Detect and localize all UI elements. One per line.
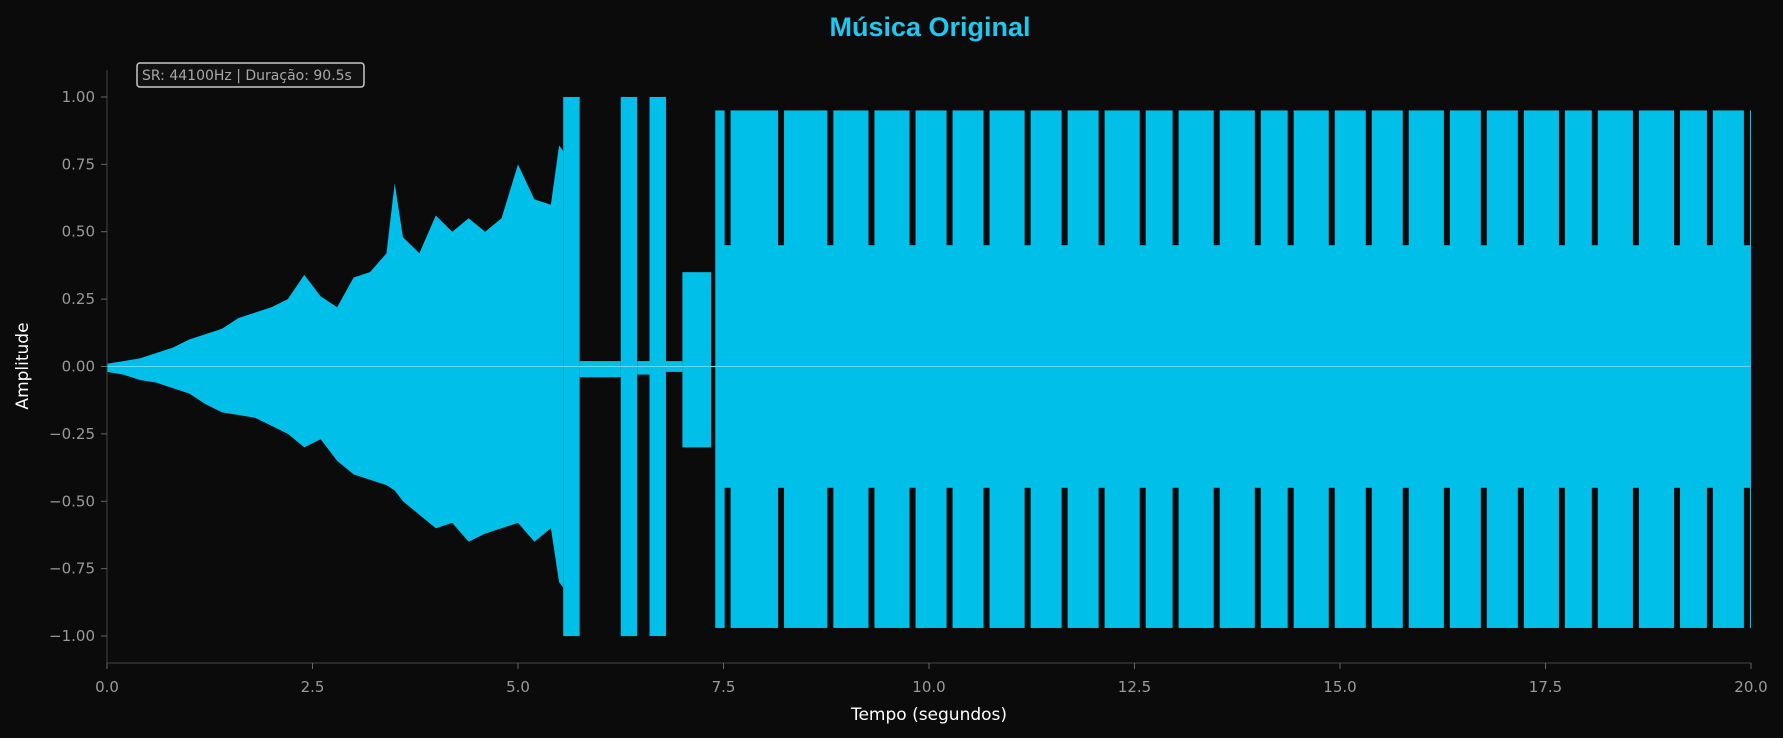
waveform-gap-bottom (1674, 487, 1681, 637)
waveform-gap-top (1061, 96, 1068, 246)
waveform-gap-bottom (1365, 487, 1372, 637)
waveform-gap-bottom (1591, 487, 1598, 637)
waveform-gap-bottom (1402, 487, 1409, 637)
waveform-gap-top (1706, 96, 1713, 246)
waveform-gap-top (1480, 96, 1487, 246)
waveform-gap-bottom (1517, 487, 1524, 637)
waveform-gap-bottom (1743, 487, 1750, 637)
waveform-gap-bottom (1098, 487, 1105, 637)
y-tick-label: 0.00 (62, 358, 95, 376)
x-tick-label: 7.5 (712, 678, 736, 696)
waveform-gap-top (983, 96, 990, 246)
y-tick-label: −1.00 (49, 627, 95, 645)
waveform-segment (579, 361, 621, 378)
x-axis-title: Tempo (segundos) (850, 705, 1007, 725)
y-tick-label: 0.75 (62, 155, 95, 173)
chart-title: Música Original (829, 12, 1030, 42)
waveform-gap-top (1517, 96, 1524, 246)
waveform-segment (715, 110, 1751, 628)
waveform-gap-top (1328, 96, 1335, 246)
waveform-gap-top (1024, 96, 1031, 246)
y-tick-label: 0.25 (62, 290, 95, 308)
x-tick-label: 0.0 (95, 678, 119, 696)
waveform-gap-bottom (1632, 487, 1639, 637)
waveform-gap-bottom (1254, 487, 1261, 637)
y-tick-label: 0.50 (62, 223, 95, 241)
y-tick-label: 1.00 (62, 88, 95, 106)
waveform-gap-top (1632, 96, 1639, 246)
waveform-gap-top (1139, 96, 1146, 246)
waveform-gap-top (1443, 96, 1450, 246)
x-tick-label: 12.5 (1118, 678, 1151, 696)
waveform-gap-bottom (946, 487, 953, 637)
waveform-gap-top (1254, 96, 1261, 246)
waveform-segment (637, 361, 650, 375)
waveform-segment (682, 272, 712, 448)
waveform-gap-top (1098, 96, 1105, 246)
y-tick-label: −0.50 (49, 492, 95, 510)
y-tick-label: −0.75 (49, 560, 95, 578)
waveform-gap-bottom (1706, 487, 1713, 637)
waveform-gap-top (1213, 96, 1220, 246)
waveform-gap-top (909, 96, 916, 246)
waveform-gap-bottom (724, 487, 731, 637)
waveform-gap-bottom (1213, 487, 1220, 637)
waveform-gap-top (1172, 96, 1179, 246)
plot-area (107, 96, 1751, 637)
waveform-gap-top (868, 96, 875, 246)
waveform-gap-bottom (1328, 487, 1335, 637)
waveform-gap-bottom (1061, 487, 1068, 637)
waveform-gap-top (946, 96, 953, 246)
waveform-gap-bottom (983, 487, 990, 637)
y-tick-label: −0.25 (49, 425, 95, 443)
waveform-gap-top (1558, 96, 1565, 246)
x-axis: 0.0 2.5 5.0 7.5 10.0 12.5 15.0 17.5 20.0 (95, 662, 1768, 696)
waveform-gap-top (778, 96, 785, 246)
x-tick-label: 17.5 (1529, 678, 1562, 696)
x-tick-label: 5.0 (506, 678, 530, 696)
waveform-gap-bottom (909, 487, 916, 637)
waveform-gap-top (724, 96, 731, 246)
waveform-gap-bottom (827, 487, 834, 637)
x-tick-label: 15.0 (1323, 678, 1356, 696)
waveform-gap-bottom (868, 487, 875, 637)
waveform-gap-bottom (1172, 487, 1179, 637)
info-box-frame (136, 62, 365, 88)
waveform-gap-top (1743, 96, 1750, 246)
waveform-gap-bottom (1287, 487, 1294, 637)
x-ticks: 0.0 2.5 5.0 7.5 10.0 12.5 15.0 17.5 20.0 (95, 663, 1768, 696)
waveform-gap-top (1674, 96, 1681, 246)
info-box-text: SR: 44100Hz | Duração: 90.5s (142, 68, 352, 84)
waveform-gap-bottom (1024, 487, 1031, 637)
y-axis: 1.00 0.75 0.50 0.25 0.00 −0.25 −0.50 −0.75 −1.00 (49, 70, 108, 663)
waveform-gap-top (1365, 96, 1372, 246)
y-axis-title: Amplitude (13, 322, 33, 409)
waveform-gap-top (1287, 96, 1294, 246)
waveform-gap-top (827, 96, 834, 246)
info-box: SR: 44100Hz | Duração: 90.5s (136, 62, 365, 88)
waveform-gap-top (1402, 96, 1409, 246)
y-ticks: 1.00 0.75 0.50 0.25 0.00 −0.25 −0.50 −0.75 −1.00 (49, 88, 107, 645)
x-tick-label: 10.0 (912, 678, 945, 696)
waveform-gap-bottom (1139, 487, 1146, 637)
x-tick-label: 2.5 (301, 678, 325, 696)
waveform-gap-bottom (1443, 487, 1450, 637)
waveform-gap-bottom (778, 487, 785, 637)
x-tick-label: 20.0 (1734, 678, 1767, 696)
waveform-gap-bottom (1558, 487, 1565, 637)
waveform-gap-bottom (1480, 487, 1487, 637)
waveform-gap-top (1591, 96, 1598, 246)
